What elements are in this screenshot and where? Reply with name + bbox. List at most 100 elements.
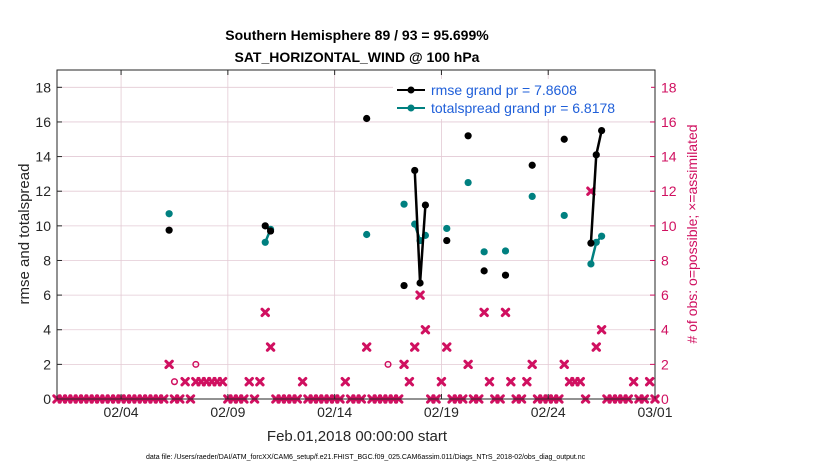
x-axis-label: Feb.01,2018 00:00:00 start <box>267 428 448 445</box>
totalspread-point <box>165 210 173 218</box>
y-tick-label: 10 <box>35 218 51 234</box>
axes: 02/04 02/09 02/14 02/19 02/24 03/010 02 24 46 68 8… <box>35 70 677 420</box>
legend-spread-marker <box>407 104 415 112</box>
x-tick-label: 02/04 <box>104 404 139 420</box>
rmse-point <box>592 151 600 159</box>
rmse-point <box>421 201 430 209</box>
obs-assimilated-marker <box>340 376 351 387</box>
y-tick-label-right: 14 <box>661 149 677 165</box>
obs-assimilated-marker <box>506 376 516 387</box>
obs-assimilated-marker <box>399 359 409 370</box>
totalspread-point <box>261 238 269 246</box>
obs-assimilated-marker <box>164 359 174 370</box>
obs-assimilated-marker <box>442 342 452 352</box>
rmse-point <box>560 135 568 143</box>
x-tick-label: 03/01 <box>637 404 672 420</box>
y-tick-label-right: 12 <box>661 183 677 199</box>
rmse-point <box>416 279 424 287</box>
plot-frame <box>56 69 656 400</box>
y-tick-label: 6 <box>43 287 51 303</box>
totalspread-point <box>560 211 568 220</box>
y-tick-label-right: 2 <box>661 356 669 372</box>
y-axis-label-right: # of obs: o=possible; ×=assimilated <box>684 124 700 343</box>
obs-assimilated-marker <box>591 342 601 352</box>
y-tick-label-right: 8 <box>661 252 669 268</box>
legend-box <box>393 79 651 119</box>
legend-rmse-marker <box>407 86 415 94</box>
legend-rmse-label: rmse grand pr = 7.8608 <box>431 82 577 98</box>
legend-spread-label: totalspread grand pr = 6.8178 <box>431 100 615 116</box>
totalspread-point <box>464 178 472 187</box>
y-tick-label: 16 <box>35 114 51 130</box>
obs-assimilated-marker <box>596 325 607 335</box>
obs-assimilated-marker <box>463 359 473 370</box>
obs-possible-marker <box>192 360 200 368</box>
rmse-line <box>413 170 427 284</box>
totalspread-point <box>480 248 488 256</box>
obs-assimilated-marker <box>217 376 228 387</box>
y-tick-label-right: 10 <box>661 218 677 234</box>
rmse-point <box>464 132 472 140</box>
rmse-point <box>528 161 536 169</box>
rmse-point <box>165 226 173 234</box>
y-tick-label-right: 0 <box>661 391 669 407</box>
obs-assimilated-marker <box>559 359 569 370</box>
plot-series <box>52 114 660 404</box>
totalspread-point <box>592 238 600 246</box>
y-tick-label: 8 <box>43 252 51 268</box>
x-tick-label: 02/09 <box>210 404 245 420</box>
obs-assimilated-marker <box>484 376 495 387</box>
rmse-point <box>266 227 275 235</box>
rmse-line <box>589 130 603 244</box>
y-tick-label-right: 6 <box>661 287 669 303</box>
rmse-point <box>598 127 606 135</box>
obs-assimilated-marker <box>260 307 270 318</box>
y-tick-label: 14 <box>35 149 51 165</box>
legend: rmse grand pr = 7.8608 totalspread grand… <box>393 79 651 119</box>
x-tick-label: 02/14 <box>317 404 352 420</box>
obs-assimilated-marker <box>244 376 254 387</box>
obs-assimilated-marker <box>575 376 585 387</box>
rmse-point <box>261 222 269 230</box>
rmse-point <box>443 236 451 245</box>
obs-possible-marker <box>170 378 179 386</box>
obs-assimilated-marker <box>415 290 425 300</box>
obs-assimilated-marker <box>410 342 420 352</box>
obs-assimilated-marker <box>522 376 532 387</box>
rmse-point <box>587 239 595 247</box>
obs-assimilated-marker <box>420 325 431 335</box>
y-tick-label: 4 <box>43 322 51 338</box>
obs-assimilated-marker <box>628 376 639 387</box>
rmse-point <box>411 166 419 175</box>
totalspread-point <box>443 224 451 233</box>
obs-assimilated-marker <box>255 376 265 387</box>
obs-assimilated-marker <box>479 307 489 318</box>
y-tick-label-right: 18 <box>661 79 677 95</box>
obs-assimilated-marker <box>180 376 190 387</box>
obs-assimilated-marker <box>361 342 372 352</box>
y-tick-label: 18 <box>35 79 51 95</box>
y-tick-label-right: 16 <box>661 114 677 130</box>
totalspread-point <box>528 192 536 201</box>
totalspread-point <box>598 232 606 240</box>
totalspread-point <box>501 247 510 255</box>
y-tick-label-right: 4 <box>661 322 669 338</box>
obs-assimilated-marker <box>644 376 655 387</box>
rmse-point <box>480 267 488 275</box>
totalspread-point <box>400 200 408 208</box>
chart-title: Southern Hemisphere 89 / 93 = 95.699% <box>225 27 489 43</box>
totalspread-point <box>587 260 595 268</box>
obs-assimilated-marker <box>436 376 447 387</box>
obs-possible-marker <box>384 360 392 368</box>
y-axis-label: rmse and totalspread <box>16 164 33 305</box>
x-tick-label: 02/19 <box>424 404 459 420</box>
rmse-point <box>400 281 408 290</box>
obs-assimilated-marker <box>500 307 511 318</box>
totalspread-point <box>363 230 371 239</box>
y-tick-label: 12 <box>35 183 51 199</box>
rmse-point <box>501 271 510 279</box>
grid <box>57 70 656 400</box>
y-tick-label: 0 <box>43 391 51 407</box>
data-file-footnote: data file: /Users/raeder/DAI/ATM_forcXX/… <box>146 454 586 461</box>
